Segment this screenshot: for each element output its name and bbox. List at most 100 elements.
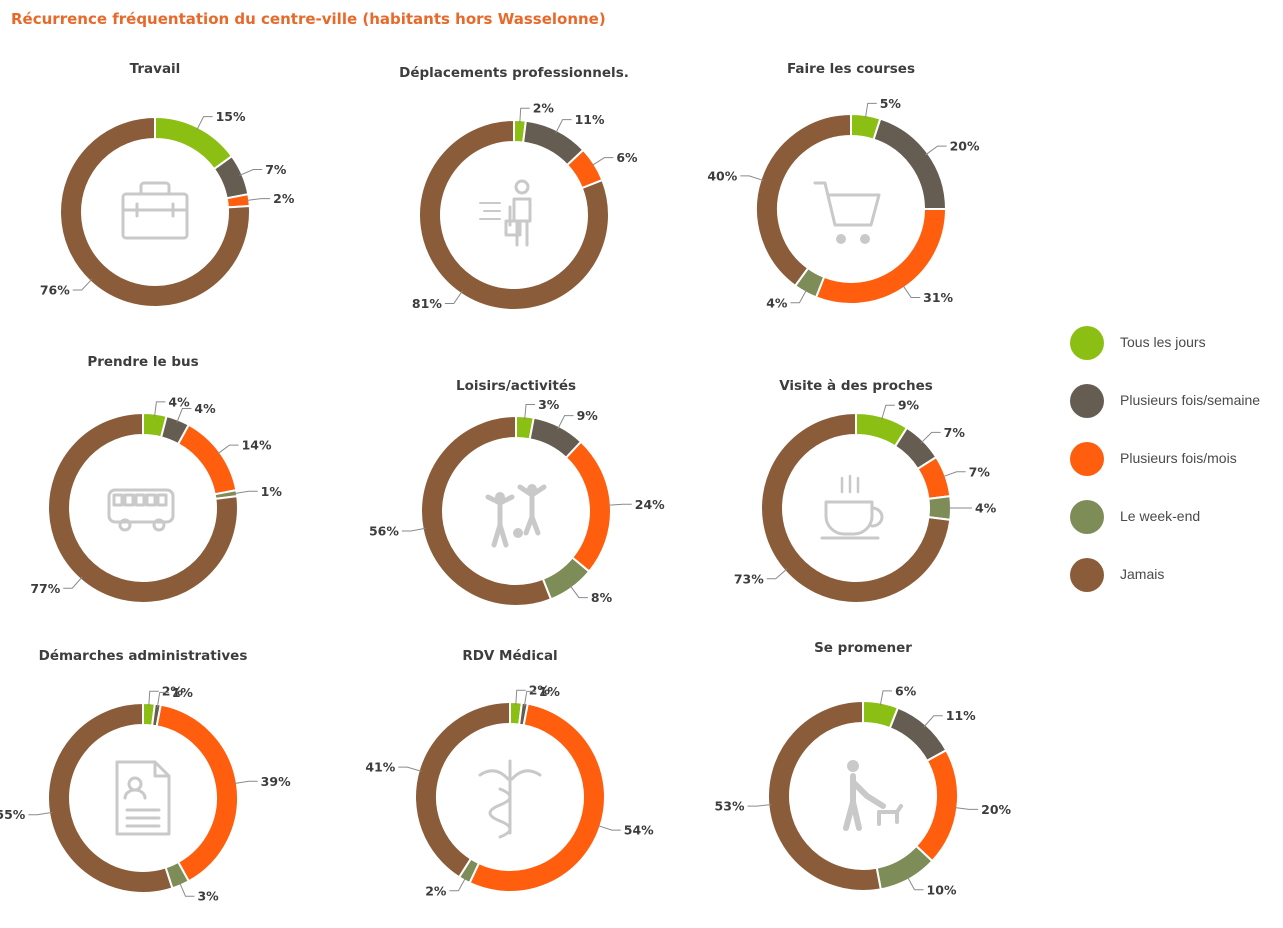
legend-label: Jamais (1120, 566, 1165, 582)
data-label: 4% (168, 394, 190, 409)
data-label: 3% (538, 397, 560, 412)
data-label: 7% (944, 425, 966, 440)
data-label: 39% (261, 774, 291, 789)
leader-line (449, 877, 467, 892)
leader-line (766, 568, 788, 580)
slice-jamais (414, 700, 511, 879)
data-label: 2% (529, 683, 551, 698)
leader-line (920, 431, 941, 444)
caduceus-icon (478, 759, 542, 839)
briefcase-icon (121, 181, 189, 240)
leader-line (148, 690, 159, 707)
leader-line (156, 691, 169, 708)
slice-jamais (418, 118, 610, 311)
leader-line (569, 585, 588, 599)
chart-title: Prendre le bus (87, 354, 198, 370)
donut-chart: Travail 15% 7% 2% 76% (40, 61, 295, 308)
data-label: 77% (30, 581, 60, 596)
data-label: 9% (577, 408, 599, 423)
data-label: 40% (707, 168, 737, 183)
leisure-icon (485, 484, 547, 548)
bus-icon (107, 488, 175, 532)
donut-chart: Faire les courses 5% 20% 31% 4% 40% (707, 61, 980, 310)
donut-chart: Se promener 6% 11% 20% 10% 53% (715, 640, 1012, 897)
leader-line (591, 157, 614, 167)
data-label: 8% (591, 590, 613, 605)
slice-jamais (420, 414, 553, 607)
leader-line (790, 289, 808, 304)
data-label: 55% (0, 807, 26, 822)
data-label: 56% (369, 524, 399, 539)
legend-item-plusieurs-fois-semaine: Plusieurs fois/semaine (1068, 384, 1283, 418)
chart-title: Loisirs/activités (456, 378, 576, 394)
chart-title: Visite à des proches (779, 378, 933, 394)
data-label: 2% (273, 191, 295, 206)
leader-line (555, 119, 572, 134)
data-label: 6% (895, 683, 917, 698)
data-label: 9% (898, 398, 920, 413)
leader-line (864, 102, 877, 119)
leader-line (954, 807, 979, 810)
leader-line (72, 278, 93, 291)
slice-jamais (755, 112, 852, 288)
data-label: 1% (539, 684, 561, 699)
leader-line (217, 444, 239, 455)
leader-line (942, 471, 966, 478)
slice-jamais (47, 411, 239, 604)
legend-swatch (1070, 500, 1104, 534)
leader-line (398, 766, 422, 772)
legend-label: Plusieurs fois/mois (1120, 450, 1237, 466)
leader-line (444, 290, 463, 304)
leader-line (233, 490, 258, 495)
data-label: 24% (635, 497, 665, 512)
slice-plusieurs-fois-mois (914, 748, 959, 863)
data-label: 14% (242, 438, 272, 453)
slice-plusieurs-fois-semaine (872, 117, 948, 210)
slice-jamais (47, 701, 174, 894)
legend-label: Le week-end (1120, 508, 1201, 524)
leader-line (740, 175, 764, 182)
leader-line (523, 690, 536, 707)
data-label: 4% (194, 401, 216, 416)
donut-chart: Prendre le bus 4% 4% 14% 1% 77% (30, 354, 282, 604)
data-label: 6% (616, 150, 638, 165)
leader-line (401, 527, 426, 532)
data-label: 20% (950, 139, 980, 154)
chart-title: RDV Médical (462, 648, 557, 664)
leader-line (239, 169, 263, 176)
legend-label: Plusieurs fois/semaine (1120, 392, 1261, 408)
data-label: 41% (365, 760, 395, 775)
leader-line (154, 401, 166, 417)
data-label: 81% (412, 296, 442, 311)
leader-line (196, 116, 213, 131)
slice-week-end (875, 844, 934, 891)
chart-title: Démarches administratives (39, 648, 248, 664)
data-label: 11% (575, 112, 605, 127)
slice-plusieurs-fois-mois (468, 702, 606, 893)
donut-chart: Démarches administratives 2%1% 39% 3% 55% (0, 648, 291, 904)
data-label: 4% (975, 501, 997, 516)
data-label: 2% (533, 101, 555, 116)
chart-title: Se promener (814, 640, 912, 656)
leader-line (176, 408, 192, 423)
data-label: 2% (425, 883, 447, 898)
legend-item-jamais: Jamais (1068, 558, 1283, 592)
data-label: 76% (40, 282, 70, 297)
legend-swatch (1070, 558, 1104, 592)
walker-dog-icon (843, 760, 903, 831)
chart-title: Travail (130, 61, 181, 77)
data-label: 53% (715, 799, 745, 814)
document-icon (115, 760, 171, 836)
leader-line (233, 780, 258, 785)
slice-jamais (767, 699, 882, 892)
data-label: 2% (162, 684, 184, 699)
data-label: 3% (197, 889, 219, 904)
data-label: 1% (172, 685, 194, 700)
slice-tous-les-jours (154, 115, 234, 171)
legend-swatch (1070, 442, 1104, 476)
slice-week-end (927, 494, 952, 522)
leader-line (524, 403, 536, 420)
legend-item-week-end: Le week-end (1068, 500, 1283, 534)
leader-line (179, 882, 195, 897)
